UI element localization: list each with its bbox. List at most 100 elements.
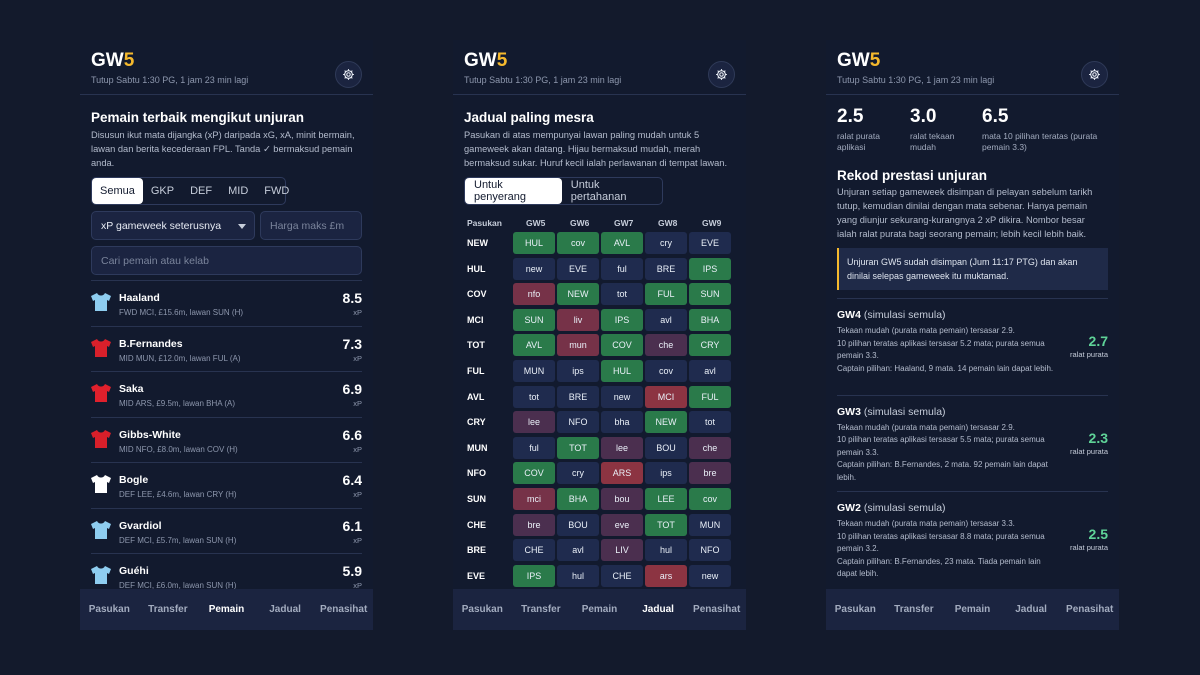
fixture-cell: cov xyxy=(689,488,731,510)
stat-label: ralat tekaan mudah xyxy=(910,131,955,152)
xp-unit: xP xyxy=(353,308,362,317)
tab-defence[interactable]: Untuk pertahanan xyxy=(570,179,627,203)
player-xp: 8.5 xyxy=(342,290,362,306)
section-description: Pasukan di atas mempunyai lawan paling m… xyxy=(464,130,728,168)
player-row[interactable]: Bogle DEF LEE, £4.6m, lawan CRY (H) 6.4 xP xyxy=(91,462,362,507)
player-row[interactable]: Saka MID ARS, £9.5m, lawan BHA (A) 6.9 xP xyxy=(91,371,362,416)
nav-players[interactable]: Pemain xyxy=(208,604,245,615)
search-input[interactable]: Cari pemain atau kelab xyxy=(91,246,362,275)
history-line: Tekaan mudah (purata mata pemain) tersas… xyxy=(837,519,1015,528)
player-info: MID NFO, £8.0m, lawan COV (H) xyxy=(119,444,238,454)
nav-transfer[interactable]: Transfer xyxy=(521,604,561,615)
nav-fixtures[interactable]: Jadual xyxy=(269,604,301,615)
shirt-icon xyxy=(91,293,111,311)
team-label: SUN xyxy=(467,494,487,504)
player-row[interactable]: Gvardiol DEF MCI, £5.7m, lawan SUN (H) 6.1… xyxy=(91,507,362,553)
panel-header: GW5 Tutup Sabtu 1:30 PG, 1 jam 23 min la… xyxy=(80,40,373,95)
settings-button[interactable] xyxy=(1081,61,1108,88)
fixture-cell: mci xyxy=(513,488,555,510)
history-line: Tekaan mudah (purata mata pemain) tersas… xyxy=(837,422,1015,432)
nav-fixtures[interactable]: Jadual xyxy=(642,604,674,615)
fixture-cell: hul xyxy=(645,539,687,562)
player-row[interactable]: Haaland FWD MCI, £15.6m, lawan SUN (H) 8.5… xyxy=(91,280,362,325)
settings-button[interactable] xyxy=(708,61,735,88)
filter-fwd[interactable]: FWD xyxy=(264,185,290,197)
fixture-cell: NFO xyxy=(689,539,731,562)
section-description: Disusun ikut mata dijangka (xP) daripada… xyxy=(91,130,355,168)
history-error-value: 2.3 xyxy=(1088,429,1108,446)
nav-squad[interactable]: Pasukan xyxy=(834,604,876,615)
history-entry: GW3 (simulasi semula) Tekaan mudah (purat… xyxy=(837,394,1108,489)
nav-advisor[interactable]: Penasihat xyxy=(1066,604,1114,615)
gameweek-column-header: GW9 xyxy=(702,218,722,228)
fixture-cell: bou xyxy=(601,488,643,510)
nav-squad[interactable]: Pasukan xyxy=(461,604,503,615)
fixture-cell: COV xyxy=(513,462,555,485)
player-name: Haaland xyxy=(119,292,160,304)
fixture-cell: cov xyxy=(557,232,599,254)
nav-players[interactable]: Pemain xyxy=(581,604,618,615)
fixture-cell: FUL xyxy=(645,283,687,306)
team-label: NFO xyxy=(467,468,486,479)
filter-def[interactable]: DEF xyxy=(190,185,213,197)
player-name: Gibbs-White xyxy=(119,428,181,441)
fixture-cell: bha xyxy=(601,411,643,434)
filter-all[interactable]: Semua xyxy=(92,178,143,204)
nav-players[interactable]: Pemain xyxy=(954,604,991,615)
player-info: MID MUN, £12.0m, lawan FUL (A) xyxy=(119,353,241,363)
gear-icon xyxy=(716,69,727,80)
history-line: Tekaan mudah (purata mata pemain) tersas… xyxy=(837,326,1015,335)
fixture-cell: HUL xyxy=(601,360,643,382)
fixture-cell: mun xyxy=(557,334,599,357)
player-row[interactable]: Guéhi DEF MCI, £6.0m, lawan SUN (H) 5.9 xP xyxy=(91,553,362,598)
fixture-cell: avl xyxy=(645,308,687,331)
fixture-cell: tot xyxy=(689,411,731,434)
fixture-cell: avl xyxy=(557,539,599,562)
history-line: 10 pilihan teratas aplikasi tersasar 5.2… xyxy=(837,338,1045,361)
shirt-icon xyxy=(91,566,111,584)
stat-label: mata 10 pilihan teratas (purata pemain 3… xyxy=(982,131,1098,152)
shirt-icon xyxy=(91,475,111,493)
player-info: FWD MCI, £15.6m, lawan SUN (H) xyxy=(119,308,244,317)
fixture-cell: bre xyxy=(513,513,555,536)
max-price-placeholder: Harga maks £m xyxy=(270,220,345,232)
fixture-cell: EVE xyxy=(689,232,731,254)
history-lines: Tekaan mudah (purata mata pemain) tersas… xyxy=(837,325,1057,375)
history-title: GW2 (simulasi semula) xyxy=(837,502,946,514)
fixture-cell: eve xyxy=(601,513,643,536)
nav-advisor[interactable]: Penasihat xyxy=(693,604,741,615)
nav-advisor[interactable]: Penasihat xyxy=(320,604,368,615)
tab-attack[interactable]: Untuk penyerang xyxy=(465,178,562,204)
player-row[interactable]: Gibbs-White MID NFO, £8.0m, lawan COV (H)… xyxy=(91,416,362,462)
sort-select-value: xP gameweek seterusnya xyxy=(101,220,222,232)
nav-squad[interactable]: Pasukan xyxy=(88,604,130,615)
fixture-cell: new xyxy=(601,385,643,408)
section-description: Unjuran setiap gameweek disimpan di pela… xyxy=(837,187,1093,239)
player-row[interactable]: B.Fernandes MID MUN, £12.0m, lawan FUL (A… xyxy=(91,325,362,371)
shirt-icon xyxy=(91,429,111,448)
fixture-cell: cry xyxy=(557,462,599,485)
sort-select[interactable]: xP gameweek seterusnya xyxy=(91,211,255,240)
team-label: AVL xyxy=(467,391,485,402)
filter-mid[interactable]: MID xyxy=(228,185,249,197)
fixture-cell: ful xyxy=(601,257,643,280)
settings-button[interactable] xyxy=(335,61,362,88)
fixture-cell: MUN xyxy=(513,360,555,382)
history-line: Captain pilihan: B.Fernandes, 2 mata. 92… xyxy=(837,460,1048,482)
fixture-cell: BOU xyxy=(557,513,599,536)
nav-fixtures[interactable]: Jadual xyxy=(1015,604,1047,615)
nav-transfer[interactable]: Transfer xyxy=(894,604,934,615)
fixture-cell: BRE xyxy=(557,385,599,408)
fixture-cell: liv xyxy=(557,308,599,331)
team-label: HUL xyxy=(467,263,486,274)
fixture-cell: AVL xyxy=(601,232,643,254)
fixture-cell: che xyxy=(645,334,687,357)
fixture-cell: NEW xyxy=(557,283,599,306)
filter-gkp[interactable]: GKP xyxy=(150,185,175,197)
max-price-input[interactable]: Harga maks £m xyxy=(260,211,362,240)
fixture-cell: TOT xyxy=(645,513,687,536)
fixture-cell: ARS xyxy=(601,462,643,485)
gear-icon xyxy=(343,69,354,80)
nav-transfer[interactable]: Transfer xyxy=(148,604,188,615)
shirt-icon xyxy=(91,338,111,357)
